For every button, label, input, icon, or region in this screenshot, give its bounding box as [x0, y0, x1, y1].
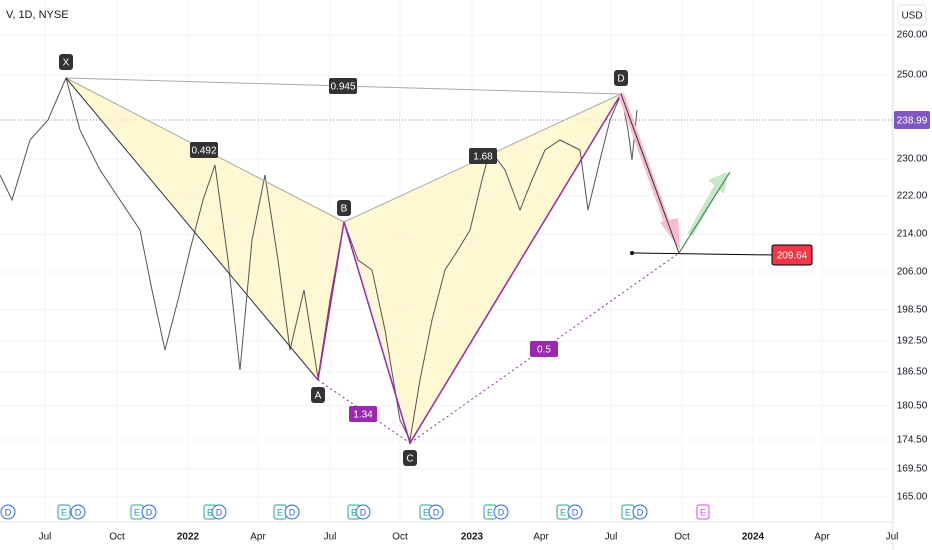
- point-tag: [59, 54, 73, 70]
- ratio-label: 0.492: [191, 146, 216, 157]
- event-label: E: [625, 507, 631, 517]
- event-label: E: [423, 507, 429, 517]
- time-label: 2022: [177, 532, 200, 543]
- ratio-label: 0.945: [330, 82, 355, 93]
- event-label: D: [572, 507, 579, 517]
- price-label: 186.50: [897, 367, 928, 378]
- time-label: Oct: [674, 532, 690, 543]
- price-label: 222.00: [897, 191, 928, 202]
- time-label: Jul: [324, 532, 337, 543]
- event-label: D: [498, 507, 505, 517]
- point-tag: [614, 70, 628, 86]
- event-icon[interactable]: [141, 504, 157, 520]
- event-icon[interactable]: [355, 504, 371, 520]
- target-label: 209.64: [777, 251, 808, 262]
- ratio-tag: [190, 142, 218, 158]
- last-price-label: 238.99: [897, 116, 928, 127]
- ratio-label: 0.5: [537, 345, 551, 356]
- arrow-head: [708, 172, 728, 194]
- last-price-tag: [894, 111, 930, 129]
- event-icon[interactable]: [70, 504, 86, 520]
- ratio-tag: [469, 148, 497, 164]
- projection-arrow: [687, 183, 721, 237]
- event-icon[interactable]: [696, 504, 710, 520]
- event-label: E: [487, 507, 493, 517]
- time-label: 2024: [742, 532, 765, 543]
- price-label: 165.00: [897, 492, 928, 503]
- ratio-tag: [349, 406, 377, 422]
- price-label: 180.50: [897, 401, 928, 412]
- event-label: E: [700, 507, 706, 517]
- event-label: E: [560, 507, 566, 517]
- event-icon[interactable]: [567, 504, 583, 520]
- event-label: D: [146, 507, 153, 517]
- pattern-line: [65, 77, 319, 381]
- time-label: Apr: [814, 532, 830, 543]
- pattern-fill: [66, 78, 344, 380]
- price-label: 250.00: [897, 70, 928, 81]
- ratio-label: 1.68: [473, 152, 493, 163]
- price-label: 214.00: [897, 229, 928, 240]
- target-dot: [630, 251, 634, 255]
- time-label: Jul: [39, 532, 52, 543]
- event-label: D: [5, 507, 12, 517]
- projection-line: [620, 93, 680, 254]
- ratio-tag: [530, 341, 558, 357]
- ratio-label: 1.34: [353, 410, 373, 421]
- price-label: 260.00: [897, 30, 928, 41]
- time-label: 2023: [461, 532, 484, 543]
- pattern-line: [317, 93, 622, 445]
- event-icon[interactable]: [428, 504, 444, 520]
- currency-button[interactable]: [897, 4, 927, 26]
- event-label: D: [360, 507, 367, 517]
- point-label: D: [617, 74, 624, 85]
- event-icon[interactable]: [493, 504, 509, 520]
- point-tag: [311, 387, 325, 403]
- price-label: 206.00: [897, 267, 928, 278]
- event-label: D: [289, 507, 296, 517]
- event-icon[interactable]: [0, 504, 16, 520]
- event-label: E: [277, 507, 283, 517]
- event-icon[interactable]: [632, 504, 648, 520]
- point-label: A: [315, 391, 322, 402]
- price-label: 174.50: [897, 435, 928, 446]
- point-tag: [403, 450, 417, 466]
- time-label: Oct: [392, 532, 408, 543]
- target-line: [631, 252, 777, 256]
- time-label: Apr: [533, 532, 549, 543]
- event-label: D: [637, 507, 644, 517]
- symbol-label: V, 1D, NYSE: [6, 9, 69, 21]
- event-label: E: [207, 507, 213, 517]
- time-label: Jul: [605, 532, 618, 543]
- ratio-tag: [329, 78, 357, 94]
- event-label: D: [433, 507, 440, 517]
- event-icon[interactable]: [284, 504, 300, 520]
- point-tag: [337, 200, 351, 216]
- time-label: Oct: [109, 532, 125, 543]
- price-label: 169.50: [897, 464, 928, 475]
- time-label: Apr: [250, 532, 266, 543]
- time-label: Jul: [886, 532, 899, 543]
- event-icon[interactable]: [211, 504, 227, 520]
- price-label: 192.50: [897, 336, 928, 347]
- event-label: E: [351, 507, 357, 517]
- event-label: D: [75, 507, 82, 517]
- target-tag: [771, 244, 813, 266]
- pattern-fill: [344, 94, 621, 443]
- point-label: B: [341, 204, 348, 215]
- point-label: X: [63, 58, 70, 69]
- point-label: C: [406, 454, 413, 465]
- price-label: 230.00: [897, 154, 928, 165]
- event-icon[interactable]: [57, 504, 71, 520]
- event-label: E: [61, 507, 67, 517]
- price-line: [0, 76, 638, 442]
- projection-line: [678, 171, 731, 254]
- event-label: E: [134, 507, 140, 517]
- event-label: D: [216, 507, 223, 517]
- currency-label: USD: [901, 11, 922, 22]
- price-label: 198.50: [897, 305, 928, 316]
